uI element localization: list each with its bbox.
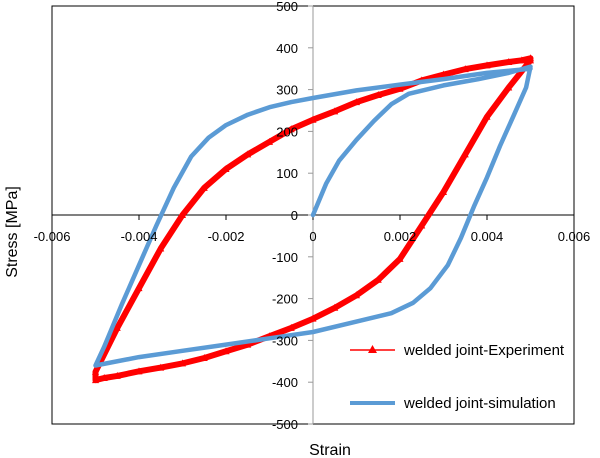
series-line-experiment: [92, 55, 534, 384]
data-point-experiment: [418, 221, 426, 229]
series-line-simulation: [93, 64, 533, 368]
data-point-experiment: [100, 374, 108, 382]
data-point-experiment: [331, 107, 339, 115]
x-tick-label: 0.004: [471, 229, 504, 244]
y-tick-label: -300: [272, 333, 298, 348]
data-point-experiment: [287, 125, 295, 133]
data-point-experiment: [244, 340, 252, 348]
data-point-experiment: [222, 165, 230, 173]
x-axis-title: Strain: [309, 442, 351, 458]
y-tick-label: 300: [276, 83, 298, 98]
data-point-experiment: [461, 65, 469, 73]
data-point-experiment: [483, 61, 491, 69]
data-point-experiment: [179, 359, 186, 367]
data-point-experiment: [374, 275, 382, 283]
data-point-experiment: [92, 376, 99, 384]
series-layer: [92, 54, 534, 384]
legend-label-simulation: welded joint-simulation: [403, 395, 556, 412]
data-point-experiment: [461, 150, 469, 158]
data-point-experiment: [200, 183, 208, 191]
data-point-experiment: [527, 56, 534, 64]
data-point-experiment: [157, 244, 165, 252]
y-tick-label: -400: [272, 375, 298, 390]
data-point-experiment: [505, 83, 513, 91]
y-tick-label: 400: [276, 41, 298, 56]
data-point-experiment: [396, 84, 404, 92]
data-point-experiment: [331, 303, 339, 311]
data-point-experiment: [483, 112, 491, 120]
data-point-experiment: [309, 314, 317, 322]
x-tick-label: -0.006: [34, 229, 71, 244]
data-point-experiment: [113, 323, 121, 331]
data-point-experiment: [505, 58, 513, 66]
data-point-experiment: [200, 353, 208, 361]
y-tick-label: 100: [276, 166, 298, 181]
data-point-experiment: [287, 323, 295, 331]
data-point-experiment: [440, 188, 447, 196]
data-point-experiment: [309, 115, 317, 123]
x-tick-label: 0: [309, 229, 316, 244]
data-point-experiment: [222, 347, 230, 355]
y-tick-label: -100: [272, 250, 298, 265]
x-tick-label: -0.004: [121, 229, 158, 244]
data-point-experiment: [179, 211, 186, 218]
data-point-experiment: [266, 137, 273, 145]
legend-marker-experiment: [368, 345, 377, 353]
legend: welded joint-Experiment welded joint-sim…: [350, 342, 565, 412]
data-point-experiment: [92, 367, 99, 375]
y-axis-title: Stress [MPa]: [4, 186, 21, 278]
tick-labels: -0.006 -0.004 -0.002 0 0.002 0.004 0.006 -500 -4…: [34, 0, 591, 432]
data-point-experiment: [135, 367, 143, 375]
y-tick-label: -200: [272, 292, 298, 307]
data-point-experiment: [244, 150, 252, 158]
data-point-experiment: [440, 70, 447, 78]
data-point-experiment: [353, 291, 360, 299]
data-point-experiment: [518, 56, 526, 64]
x-tick-label: 0.002: [384, 229, 417, 244]
y-tick-label: 0: [291, 208, 298, 223]
x-tick-label: 0.006: [558, 229, 591, 244]
data-point-experiment: [353, 98, 360, 106]
y-tick-label: -500: [272, 417, 298, 432]
x-tick-label: -0.002: [208, 229, 245, 244]
y-tick-label: 200: [276, 124, 298, 139]
data-point-experiment: [374, 91, 382, 99]
legend-label-experiment: welded joint-Experiment: [403, 342, 565, 359]
data-point-experiment: [396, 254, 404, 262]
data-point-experiment: [157, 363, 165, 371]
data-point-experiment: [113, 371, 121, 379]
y-tick-label: 500: [276, 0, 298, 14]
data-point-experiment: [135, 284, 143, 292]
